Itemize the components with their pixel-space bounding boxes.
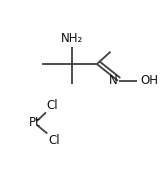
Text: OH: OH	[140, 74, 158, 87]
Text: Cl: Cl	[48, 134, 60, 147]
Text: NH₂: NH₂	[61, 32, 83, 45]
Text: N: N	[109, 74, 118, 87]
Text: Cl: Cl	[47, 99, 58, 112]
Text: Pt: Pt	[28, 117, 40, 130]
